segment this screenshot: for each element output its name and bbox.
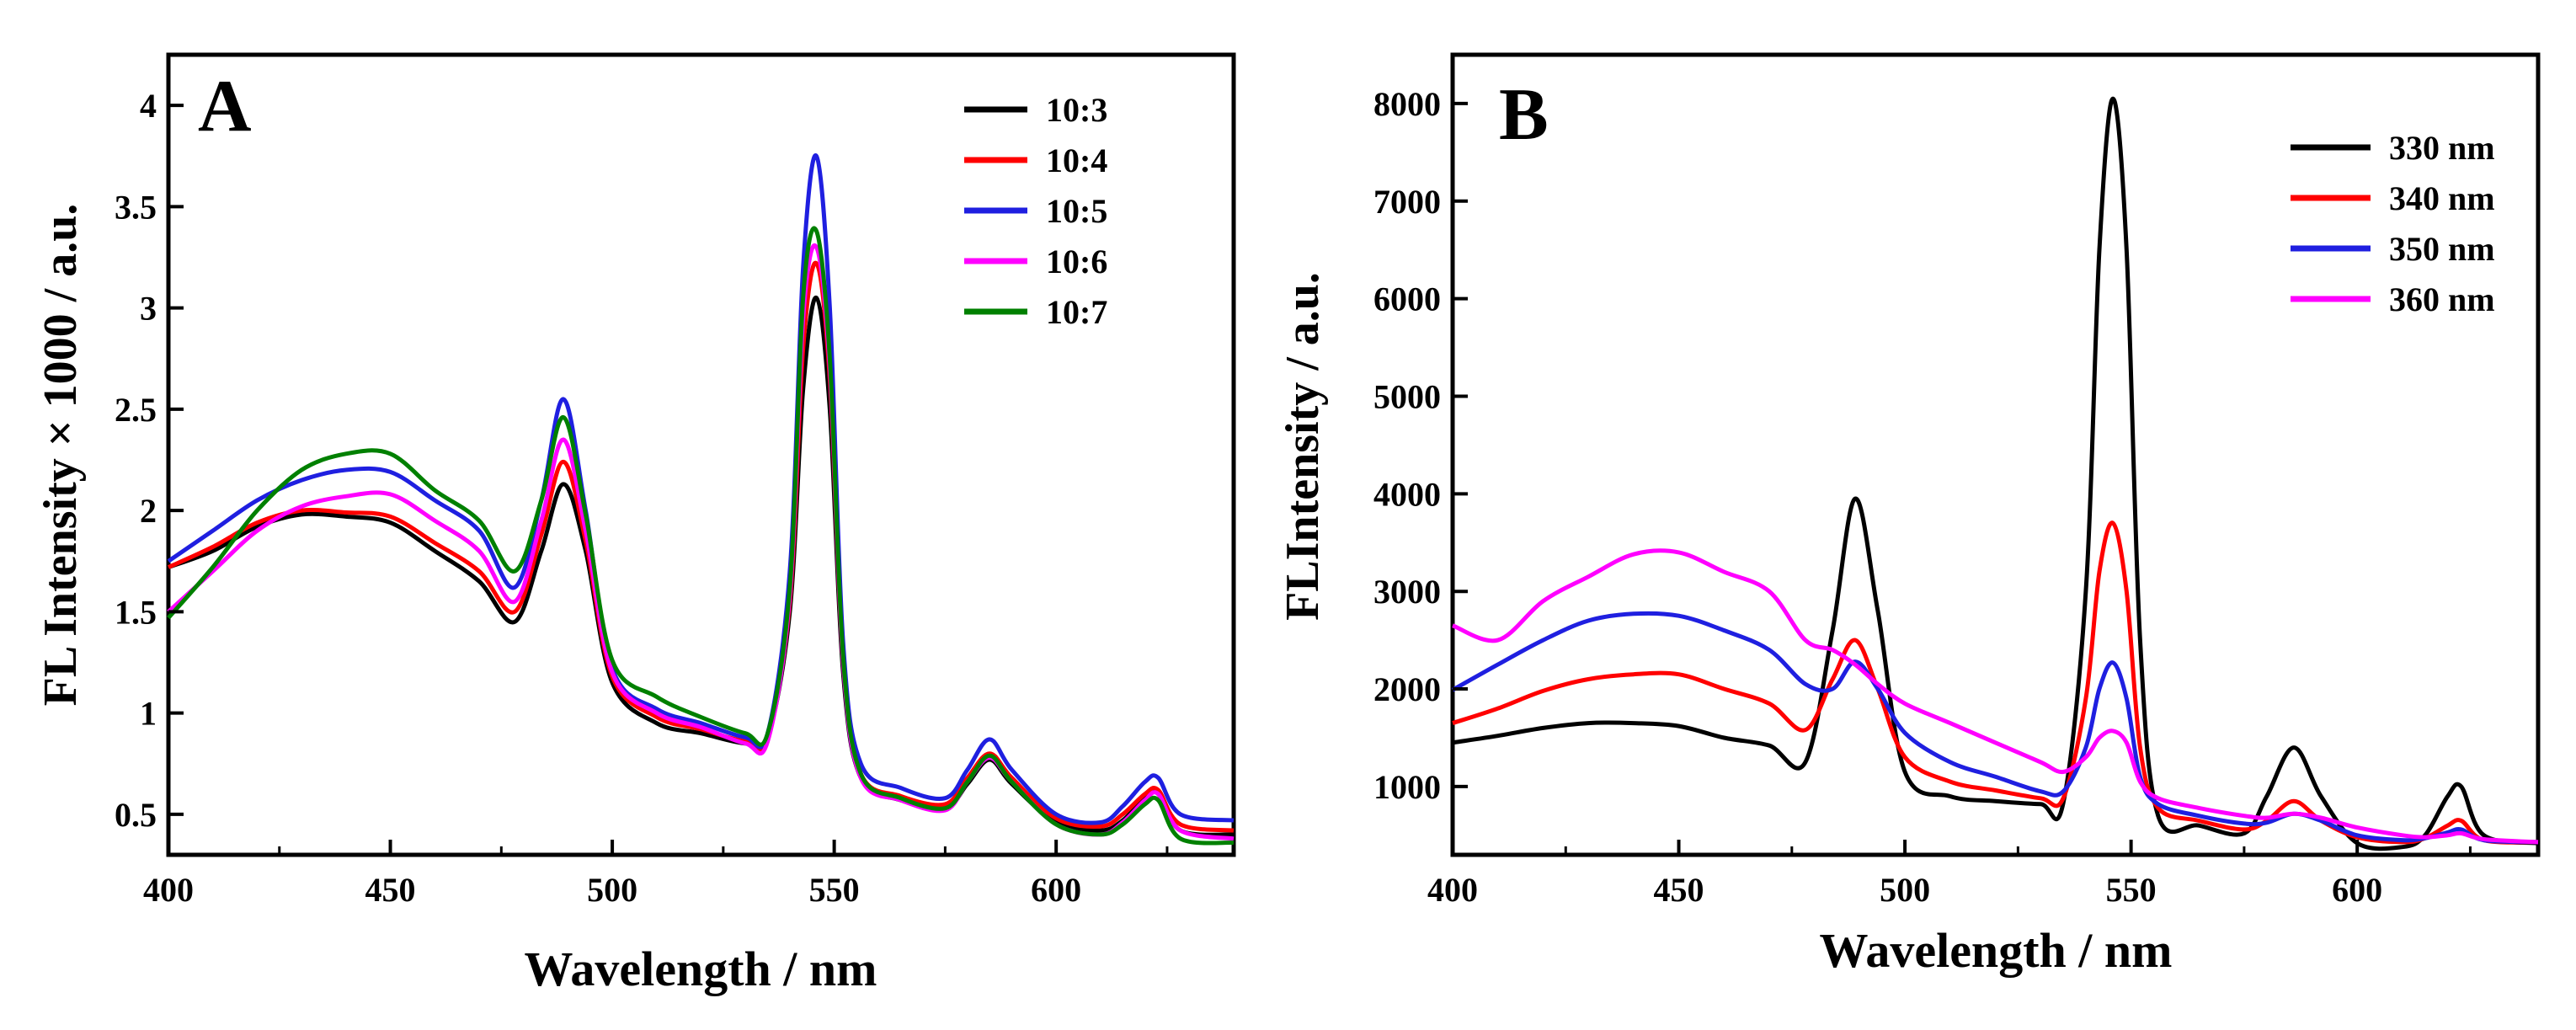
x-axis-label: Wavelength / nm: [1820, 923, 2173, 978]
series-line-350-nm: [1451, 611, 2539, 845]
y-tick-label: 8000: [1373, 85, 1441, 123]
panel-b: 400 450 500 550 600 1000 2000 3000 4000 5000 6000…: [1277, 52, 2541, 978]
legend: 330 nm 340 nm 350 nm 360 nm: [2291, 129, 2495, 318]
legend-label: 340 nm: [2389, 179, 2495, 217]
x-axis-ticks: 400 450 500 550 600: [143, 840, 1169, 909]
x-tick-label: 400: [143, 871, 194, 909]
legend-label: 10:3: [1046, 91, 1107, 129]
y-tick-label: 5000: [1373, 377, 1441, 415]
y-axis-ticks: 0.5 1 1.5 2 2.5 3 3.5 4: [115, 87, 184, 834]
series-line-10-7: [167, 226, 1235, 846]
x-tick-label: 500: [587, 871, 637, 909]
plot-frame: [166, 52, 1236, 857]
series-layer: [1451, 96, 2539, 851]
series-line-360-nm: [1452, 548, 2539, 845]
legend-label: 10:7: [1046, 293, 1107, 331]
x-tick-label: 600: [1031, 871, 1081, 909]
legend: 10:3 10:4 10:5 10:6 10:7: [964, 91, 1107, 331]
legend-label: 350 nm: [2389, 230, 2495, 268]
y-tick-label: 2000: [1373, 670, 1441, 708]
y-tick-label: 4000: [1373, 475, 1441, 513]
x-tick-label: 450: [365, 871, 416, 909]
y-tick-label: 1: [140, 695, 157, 733]
y-tick-label: 7000: [1373, 183, 1441, 221]
y-tick-label: 1000: [1373, 768, 1441, 806]
x-tick-label: 600: [2332, 871, 2382, 909]
x-tick-label: 550: [2106, 871, 2157, 909]
y-tick-label: 3000: [1373, 573, 1441, 611]
legend-label: 360 nm: [2389, 280, 2495, 318]
panel-label: B: [1499, 74, 1549, 156]
y-axis-label: FL Intensity × 1000 / a.u.: [35, 204, 87, 707]
y-tick-label: 3: [140, 290, 157, 328]
y-tick-label: 1.5: [115, 593, 157, 631]
y-tick-label: 4: [140, 87, 157, 125]
series-line-340-nm: [1452, 520, 2539, 845]
x-tick-label: 450: [1654, 871, 1704, 909]
x-axis-label: Wavelength / nm: [525, 942, 877, 996]
series-layer: [167, 153, 1235, 846]
legend-label: 330 nm: [2389, 129, 2495, 167]
legend-label: 10:4: [1046, 141, 1107, 179]
x-tick-label: 550: [809, 871, 860, 909]
panel-label: A: [198, 66, 252, 147]
series-line-10-3: [168, 296, 1235, 837]
y-tick-label: 3.5: [115, 188, 157, 226]
series-line-10-6: [167, 243, 1235, 841]
y-axis-label: FLIntensity / a.u.: [1277, 272, 1329, 621]
x-tick-label: 500: [1880, 871, 1930, 909]
x-axis-ticks: 400 450 500 550 600: [1427, 840, 2472, 909]
y-tick-label: 2.5: [115, 391, 157, 429]
series-line-10-4: [167, 260, 1235, 833]
legend-label: 10:5: [1046, 192, 1107, 230]
legend-label: 10:6: [1046, 243, 1107, 280]
y-tick-label: 0.5: [115, 796, 157, 834]
y-tick-label: 6000: [1373, 280, 1441, 318]
y-tick-label: 2: [140, 492, 157, 530]
series-line-330-nm: [1452, 96, 2539, 851]
panel-a: 400 450 500 550 600 0.5 1 1.5 2 2.5 3 3.5 4 A Wavel…: [35, 52, 1236, 996]
x-tick-label: 400: [1427, 871, 1478, 909]
y-axis-ticks: 1000 2000 3000 4000 5000 6000 7000 8000: [1373, 85, 1468, 806]
plot-frame: [1450, 52, 2541, 857]
